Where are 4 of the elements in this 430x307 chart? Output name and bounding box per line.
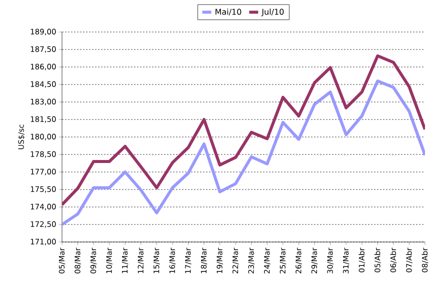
legend-label: Mai/10 [216,8,242,16]
legend-label: Jul/10 [261,8,284,16]
line-series [62,54,425,206]
line-series [62,79,425,226]
